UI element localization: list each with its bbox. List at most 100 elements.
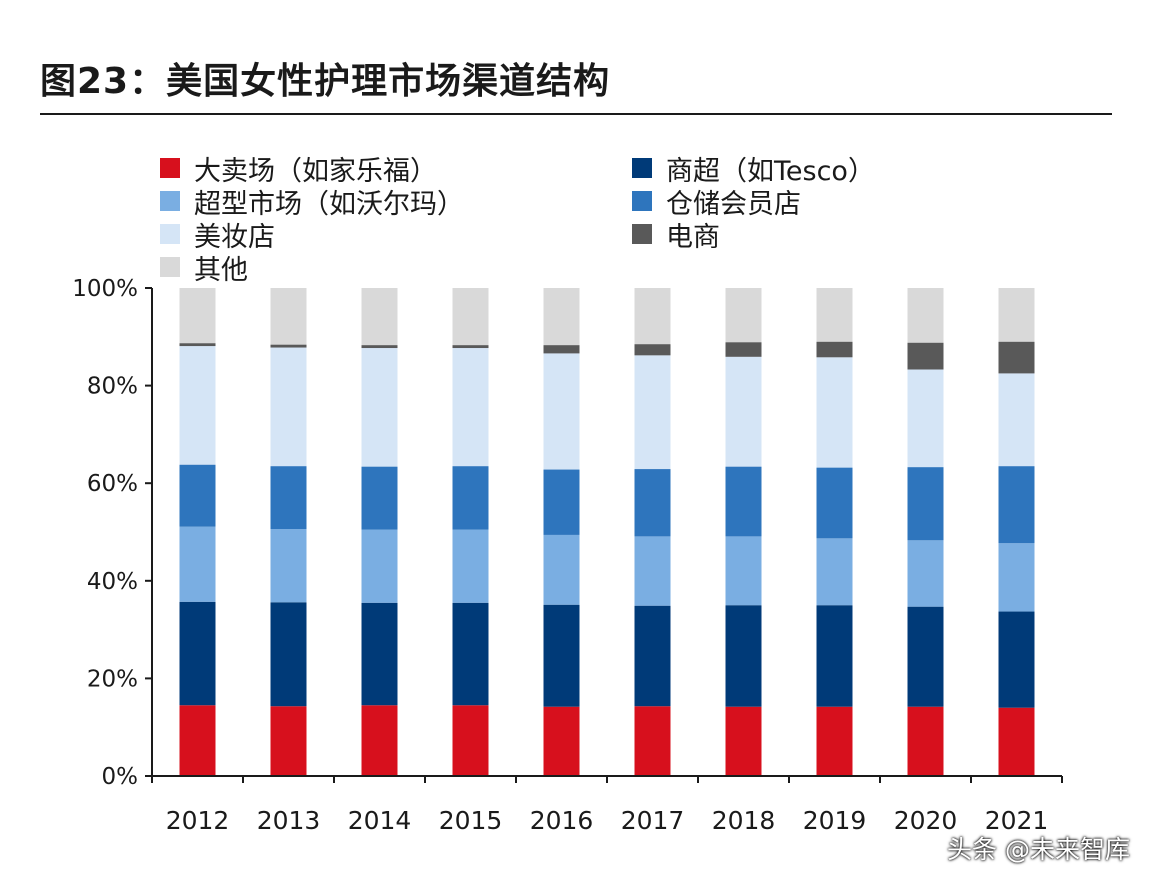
bar-segment — [270, 466, 307, 530]
bar-segment — [907, 706, 944, 776]
legend-label: 仓储会员店 — [666, 188, 801, 220]
bar-segment — [634, 344, 671, 356]
bar-segment — [270, 347, 307, 467]
bar-segment — [725, 605, 762, 707]
bar-segment — [907, 606, 944, 707]
legend-swatch — [632, 224, 652, 244]
legend-item-warehouse-club: 仓储会员店 — [632, 185, 801, 220]
bar-segment — [907, 342, 944, 370]
bar-segment — [998, 543, 1035, 612]
bar-segment — [634, 706, 671, 776]
bar-segment — [270, 602, 307, 707]
bar-segment — [270, 288, 307, 345]
watermark: 头条 @未来智库 — [947, 835, 1130, 864]
bar-segment — [816, 341, 853, 358]
legend-label: 美妆店 — [194, 221, 275, 253]
legend-swatch — [160, 191, 180, 211]
bar-segment — [725, 356, 762, 467]
bar-segment — [361, 348, 398, 467]
legend-label: 超型市场（如沃尔玛） — [194, 188, 464, 220]
bar-segment — [816, 288, 853, 342]
bar-segment — [998, 341, 1035, 374]
y-tick-label: 0% — [102, 764, 139, 790]
legend-label: 其他 — [194, 254, 248, 286]
bar-segment — [543, 534, 580, 605]
bar-segment — [998, 466, 1035, 544]
bar-segment — [725, 342, 762, 357]
bar-segment — [179, 705, 216, 776]
bar-segment — [179, 343, 216, 347]
x-tick-label: 2019 — [803, 806, 867, 835]
bar-segment — [361, 288, 398, 346]
bar-segment — [634, 536, 671, 606]
x-tick-label: 2018 — [712, 806, 776, 835]
bar-segment — [452, 602, 489, 706]
bar-segment — [543, 345, 580, 354]
bar-segment — [907, 467, 944, 541]
legend-item-ecommerce: 电商 — [632, 218, 720, 253]
legend-item-beauty-store: 美妆店 — [160, 218, 275, 253]
bar-segment — [179, 464, 216, 527]
bar-segment — [907, 369, 944, 468]
bar-segment — [452, 705, 489, 776]
x-tick-label: 2012 — [166, 806, 230, 835]
bar-segment — [179, 601, 216, 706]
bar-segment — [452, 288, 489, 346]
bar-segment — [816, 538, 853, 606]
legend-label: 商超（如Tesco） — [666, 155, 875, 187]
bar-segment — [725, 288, 762, 343]
legend-item-supermarket-tesco: 商超（如Tesco） — [632, 152, 875, 187]
x-tick-label: 2020 — [894, 806, 958, 835]
legend-swatch — [160, 224, 180, 244]
bar-segment — [816, 605, 853, 707]
x-tick-label: 2014 — [348, 806, 412, 835]
bar-segment — [816, 467, 853, 539]
bar-segment — [361, 602, 398, 706]
legend-item-other: 其他 — [160, 251, 248, 286]
bar-segment — [634, 469, 671, 537]
bar-segment — [543, 353, 580, 470]
bar-segment — [634, 288, 671, 345]
y-tick-label: 20% — [87, 666, 138, 692]
bar-segment — [452, 466, 489, 530]
legend-swatch — [632, 191, 652, 211]
x-tick-label: 2017 — [621, 806, 685, 835]
bar-segment — [452, 345, 489, 349]
legend-swatch — [632, 158, 652, 178]
bar-segment — [270, 344, 307, 348]
bar-segment — [543, 604, 580, 707]
legend-item-hypermarket: 大卖场（如家乐福） — [160, 152, 437, 187]
bar-segment — [270, 706, 307, 776]
bar-segment — [543, 706, 580, 776]
bar-segment — [634, 605, 671, 707]
bar-segment — [998, 373, 1035, 467]
bar-segment — [998, 707, 1035, 776]
bar-segment — [452, 348, 489, 467]
bar-segment — [907, 540, 944, 607]
bar-segment — [907, 288, 944, 343]
legend-label: 大卖场（如家乐福） — [194, 155, 437, 187]
y-tick-label: 40% — [87, 569, 138, 595]
bar-segment — [543, 288, 580, 346]
bar-segment — [361, 345, 398, 349]
bar-segment — [725, 536, 762, 606]
x-tick-label: 2013 — [257, 806, 321, 835]
legend-swatch — [160, 257, 180, 277]
x-tick-label: 2016 — [530, 806, 594, 835]
legend-label: 电商 — [666, 221, 720, 253]
bar-segment — [634, 355, 671, 470]
bar-segment — [270, 529, 307, 603]
bar-segment — [816, 357, 853, 468]
legend-item-supermarket-walmart: 超型市场（如沃尔玛） — [160, 185, 464, 220]
bar-segment — [361, 466, 398, 530]
bar-segment — [543, 469, 580, 535]
legend-swatch — [160, 158, 180, 178]
bar-segment — [725, 706, 762, 776]
bar-segment — [361, 705, 398, 776]
title-divider — [40, 113, 1112, 115]
page-title: 图23：美国女性护理市场渠道结构 — [40, 61, 611, 102]
bar-segment — [998, 288, 1035, 342]
bar-segment — [361, 529, 398, 603]
bar-segment — [179, 346, 216, 465]
